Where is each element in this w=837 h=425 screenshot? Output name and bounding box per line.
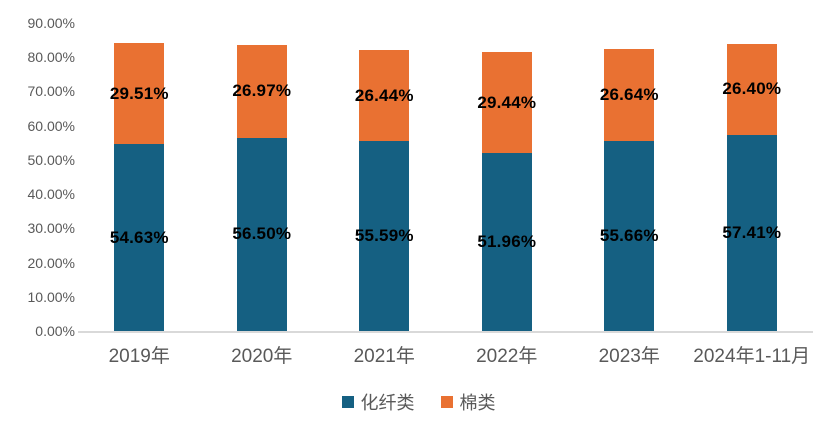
legend-label: 棉类 xyxy=(459,393,496,413)
bar-segment: 54.63% xyxy=(110,144,168,331)
data-label: 54.63% xyxy=(109,227,169,247)
data-label: 57.41% xyxy=(722,222,782,242)
category-slot: 26.44% 55.59% xyxy=(323,23,446,331)
legend-swatch-icon xyxy=(341,396,354,408)
x-category-label: 2021年 xyxy=(353,346,415,367)
legend-item: 化纤类 xyxy=(341,389,415,415)
y-tick-label: 10.00% xyxy=(27,288,75,305)
bar-segment: 55.66% xyxy=(600,140,658,331)
x-category-label: 2019年 xyxy=(108,346,170,367)
bar-segment: 26.44% xyxy=(355,50,413,141)
bar-segment: 51.96% xyxy=(477,153,536,331)
data-label: 26.97% xyxy=(232,81,292,101)
y-tick-label: 20.00% xyxy=(27,254,75,271)
y-tick-label: 40.00% xyxy=(27,186,75,203)
data-label: 51.96% xyxy=(477,232,537,252)
plot-area: 29.51% 54.63% 26.97% 56.50% 26.44% 55.59% 29.4… xyxy=(78,23,813,333)
legend-swatch-icon xyxy=(440,396,453,408)
stacked-bar: 26.44% 55.59% xyxy=(355,50,413,331)
y-tick-label: 30.00% xyxy=(27,220,75,237)
stacked-bar: 29.44% 51.96% xyxy=(477,52,536,331)
x-category: 2019年 xyxy=(78,341,201,368)
y-axis: 0.00% 10.00% 20.00% 30.00% 40.00% 50.00% 60.00… xyxy=(0,15,75,339)
x-category-label: 2023年 xyxy=(598,346,660,367)
data-label: 56.50% xyxy=(232,224,292,244)
category-slot: 29.51% 54.63% xyxy=(78,23,201,331)
category-slot: 26.40% 57.41% xyxy=(691,23,814,331)
category-slot: 26.97% 56.50% xyxy=(201,23,324,331)
data-label: 55.59% xyxy=(354,225,414,245)
bar-segment: 29.44% xyxy=(477,52,536,154)
y-tick-label: 0.00% xyxy=(35,323,75,339)
bar-segment: 26.97% xyxy=(232,45,291,138)
stacked-bar: 26.64% 55.66% xyxy=(600,49,658,331)
bar-segment: 55.59% xyxy=(355,140,413,331)
x-category: 2020年 xyxy=(201,341,324,368)
stacked-bar: 26.40% 57.41% xyxy=(722,44,781,331)
data-label: 26.40% xyxy=(722,79,782,99)
y-tick-label: 60.00% xyxy=(27,117,75,134)
bar-segment: 57.41% xyxy=(722,134,781,331)
x-category: 2022年 xyxy=(446,341,569,368)
data-label: 55.66% xyxy=(599,225,659,245)
y-tick-label: 70.00% xyxy=(27,83,75,100)
bar-segment: 56.50% xyxy=(232,137,291,331)
bar-segment: 29.51% xyxy=(110,43,168,145)
y-tick-label: 90.00% xyxy=(27,15,75,31)
legend: 化纤类 棉类 xyxy=(0,389,837,415)
x-category-label: 2020年 xyxy=(231,346,293,367)
x-category: 2024年1-11月 xyxy=(691,341,814,368)
legend-item: 棉类 xyxy=(440,389,496,415)
bar-segment: 26.40% xyxy=(722,44,781,135)
y-tick-label: 50.00% xyxy=(27,151,75,168)
data-label: 29.44% xyxy=(477,92,537,112)
legend-label: 化纤类 xyxy=(360,393,415,413)
x-category: 2021年 xyxy=(323,341,446,368)
data-label: 29.51% xyxy=(109,83,169,103)
x-axis: 2019年 2020年 2021年 2022年 2023年 2024年1-11月 xyxy=(78,341,813,368)
category-slot: 29.44% 51.96% xyxy=(446,23,569,331)
data-label: 26.44% xyxy=(354,85,414,105)
stacked-bar: 29.51% 54.63% xyxy=(110,43,168,331)
category-slot: 26.64% 55.66% xyxy=(568,23,691,331)
x-category-label: 2024年1-11月 xyxy=(693,346,811,367)
stacked-bar: 26.97% 56.50% xyxy=(232,45,291,331)
y-tick-label: 80.00% xyxy=(27,49,75,66)
bar-segment: 26.64% xyxy=(600,49,658,141)
data-label: 26.64% xyxy=(599,84,659,104)
x-category-label: 2022年 xyxy=(476,346,538,367)
x-category: 2023年 xyxy=(568,341,691,368)
